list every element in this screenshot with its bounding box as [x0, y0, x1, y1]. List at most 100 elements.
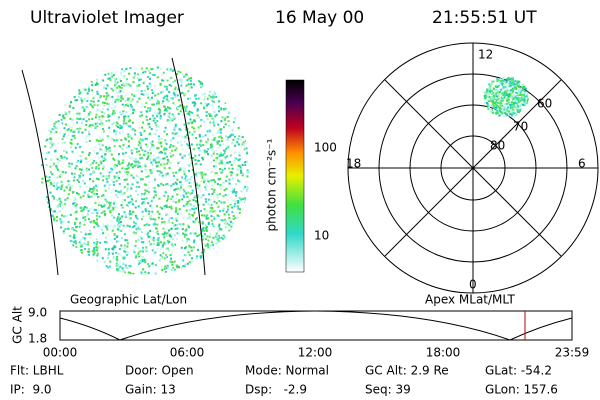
speckle: [147, 202, 150, 205]
speckle: [144, 209, 147, 212]
speckle: [159, 68, 162, 71]
speckle: [184, 263, 187, 266]
speckle: [128, 163, 131, 166]
speckle: [144, 183, 147, 186]
speckle: [115, 262, 118, 265]
speckle: [199, 238, 201, 241]
speckle: [215, 113, 218, 116]
speckle: [504, 109, 507, 112]
speckle: [123, 199, 126, 202]
speckle: [119, 111, 122, 114]
speckle: [491, 93, 494, 96]
speckle: [222, 209, 225, 212]
speckle: [78, 112, 81, 115]
speckle: [212, 178, 215, 181]
speckle: [500, 107, 503, 110]
speckle: [134, 244, 137, 247]
speckle: [163, 231, 166, 234]
speckle: [133, 95, 136, 97]
speckle: [500, 111, 503, 114]
speckle: [208, 210, 211, 213]
speckle: [151, 249, 154, 252]
speckle: [149, 243, 152, 246]
speckle: [53, 181, 56, 184]
speckle: [112, 208, 115, 211]
speckle: [56, 176, 59, 179]
speckle: [121, 167, 124, 170]
speckle: [234, 174, 237, 177]
speckle: [503, 95, 506, 98]
speckle: [225, 175, 228, 178]
speckle: [157, 147, 160, 150]
speckle: [147, 107, 150, 110]
speckle: [109, 224, 112, 227]
speckle: [110, 87, 113, 90]
speckle: [227, 146, 230, 149]
speckle: [73, 96, 76, 99]
speckle: [104, 213, 107, 215]
speckle: [91, 212, 94, 214]
speckle: [115, 98, 118, 101]
speckle: [157, 100, 160, 103]
footer-field: GLon: 157.6: [485, 383, 558, 397]
speckle: [213, 138, 216, 141]
speckle: [210, 96, 212, 99]
speckle: [158, 151, 161, 154]
speckle: [146, 145, 149, 148]
speckle: [160, 257, 163, 260]
speckle: [232, 222, 235, 225]
speckle: [524, 90, 527, 93]
speckle: [170, 205, 173, 208]
speckle: [186, 195, 189, 198]
speckle: [78, 92, 81, 95]
speckle: [140, 73, 143, 76]
speckle: [192, 137, 195, 139]
speckle: [227, 194, 230, 197]
speckle: [115, 171, 118, 174]
speckle: [78, 175, 81, 177]
speckle: [144, 261, 147, 264]
speckle: [54, 149, 57, 152]
speckle: [501, 111, 504, 114]
speckle: [113, 139, 116, 142]
speckle: [203, 233, 206, 236]
speckle: [113, 112, 116, 115]
speckle: [508, 114, 511, 117]
speckle: [228, 110, 231, 113]
speckle: [149, 169, 152, 171]
speckle: [188, 114, 191, 117]
speckle: [127, 171, 130, 174]
speckle: [79, 117, 82, 120]
speckle: [128, 264, 131, 267]
speckle: [92, 97, 95, 100]
speckle: [116, 255, 119, 258]
speckle: [196, 108, 199, 111]
speckle: [174, 201, 177, 204]
speckle: [209, 143, 212, 146]
speckle: [507, 112, 510, 115]
speckle: [132, 226, 135, 229]
speckle: [516, 99, 519, 102]
speckle: [160, 265, 163, 268]
speckle: [193, 246, 196, 249]
speckle: [220, 171, 223, 174]
speckle: [166, 264, 169, 267]
speckle: [203, 173, 206, 176]
speckle: [212, 134, 214, 136]
speckle: [180, 212, 182, 215]
speckle: [152, 236, 155, 239]
speckle: [183, 169, 186, 172]
speckle: [151, 103, 154, 106]
speckle: [213, 124, 216, 127]
speckle: [72, 106, 75, 109]
speckle: [62, 205, 65, 208]
speckle: [139, 85, 142, 88]
speckle: [89, 208, 92, 211]
speckle: [52, 142, 55, 145]
speckle: [122, 122, 125, 125]
speckle: [174, 125, 177, 128]
speckle: [61, 122, 64, 125]
speckle: [118, 145, 121, 147]
speckle: [222, 207, 225, 210]
speckle: [61, 207, 64, 210]
